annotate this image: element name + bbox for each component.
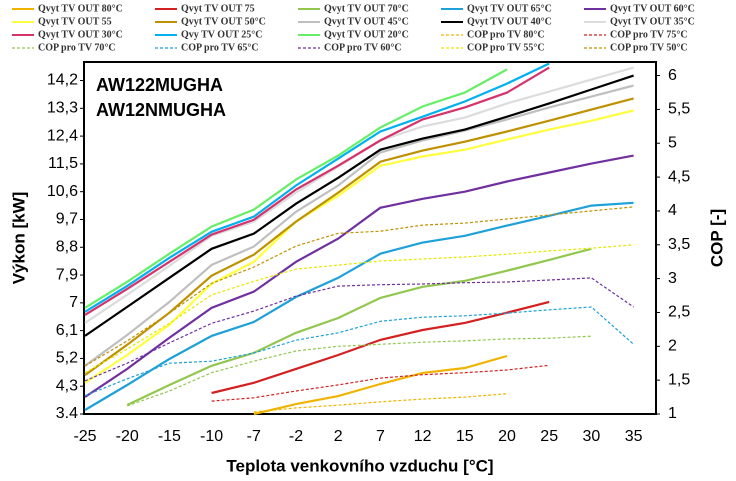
y-tick-label: 7 — [69, 294, 78, 311]
legend-label: COP pro TV 75°C — [610, 29, 688, 40]
legend-label: Qvyt TV OUT 50°C — [181, 16, 266, 27]
y-axis-label: Výkon [kW] — [9, 192, 28, 285]
legend-label: COP pro TV 80°C — [467, 29, 545, 40]
cop-line — [84, 306, 634, 397]
plot-frame — [83, 61, 657, 415]
cop-line — [253, 393, 508, 413]
x-tick-label: 7 — [376, 428, 385, 445]
y-tick-label: 3.4 — [56, 405, 78, 422]
y2-tick-label: 4,5 — [668, 168, 690, 185]
legend-label: Qvy TV OUT 25°C — [181, 29, 263, 40]
y2-tick-label: 2,5 — [668, 304, 690, 321]
y2-tick-label: 1,5 — [668, 371, 690, 388]
power-line — [211, 300, 550, 395]
legend-label: Qvyt TV OUT 60°C — [610, 3, 695, 14]
annotation: AW122MUGHA — [96, 75, 223, 95]
x-tick-label: 25 — [540, 428, 558, 445]
x-tick-label: 2 — [334, 428, 343, 445]
power-line — [84, 97, 634, 376]
y-tick-label: 12,4 — [47, 127, 78, 144]
x-tick-label: 12 — [414, 428, 432, 445]
y2-tick-label: 5,5 — [668, 101, 690, 118]
y2-tick-label: 3,5 — [668, 236, 690, 253]
y2-tick-label: 1 — [668, 405, 677, 422]
cop-line — [211, 364, 550, 402]
y-tick-label: 5,2 — [56, 350, 78, 367]
annotation: AW12NMUGHA — [96, 100, 226, 120]
legend-label: COP pro TV 55°C — [467, 42, 545, 53]
cop-line — [84, 206, 634, 367]
x-tick-label: -7 — [247, 428, 261, 445]
y-tick-label: 9,7 — [56, 211, 78, 228]
power-line — [84, 154, 634, 398]
y2-tick-label: 3 — [668, 270, 677, 287]
power-line — [126, 247, 592, 406]
x-tick-label: -20 — [116, 428, 139, 445]
x-tick-label: 15 — [456, 428, 474, 445]
legend-label: Qvyt TV OUT 80°C — [38, 3, 123, 14]
legend-label: Qvyt TV OUT 65°C — [467, 3, 552, 14]
legend-label: Qvyt TV OUT 55 — [38, 16, 112, 27]
y-tick-label: 7,9 — [56, 266, 78, 283]
power-line — [84, 84, 634, 367]
y-tick-label: 8,8 — [56, 238, 78, 255]
legend-label: Qvyt TV OUT 40°C — [467, 16, 552, 27]
power-line — [84, 109, 634, 384]
y-tick-label: 10,6 — [47, 183, 78, 200]
y-tick-label: 14,2 — [47, 72, 78, 89]
x-tick-label: 35 — [625, 428, 643, 445]
x-tick-label: -2 — [289, 428, 303, 445]
legend-label: COP pro TV 65°C — [181, 42, 259, 53]
power-line — [84, 62, 550, 313]
x-tick-label: 20 — [498, 428, 516, 445]
legend-label: Qvyt TV OUT 45°C — [324, 16, 409, 27]
x-axis-label: Teplota venkovního vzduchu [°C] — [226, 456, 493, 475]
legend-label: COP pro TV 50°C — [610, 42, 688, 53]
x-tick-label: -25 — [73, 428, 96, 445]
y2-tick-label: 6 — [668, 67, 677, 84]
y2-axis-label: COP [-] — [707, 209, 726, 267]
y-tick-label: 13,3 — [47, 100, 78, 117]
y2-tick-label: 5 — [668, 134, 677, 151]
legend-label: Qvyt TV OUT 35°C — [610, 16, 695, 27]
cop-line — [84, 244, 634, 374]
y2-tick-label: 2 — [668, 338, 677, 355]
power-line — [84, 74, 634, 337]
y-tick-label: 11,5 — [48, 155, 78, 172]
power-line — [84, 66, 550, 316]
x-tick-label: -15 — [158, 428, 181, 445]
power-line — [253, 354, 508, 416]
y-tick-label: 4,3 — [56, 377, 78, 394]
power-line — [84, 201, 634, 411]
legend-label: COP pro TV 70°C — [38, 42, 116, 53]
legend-label: Qvyt TV OUT 75 — [181, 3, 255, 14]
y2-tick-label: 4 — [668, 202, 677, 219]
legend-label: Qvyt TV OUT 70°C — [324, 3, 409, 14]
y-tick-label: 6,1 — [56, 322, 78, 339]
power-line — [84, 68, 508, 309]
legend-label: Qvyt TV OUT 20°C — [324, 29, 409, 40]
legend-label: Qvyt TV OUT 30°C — [38, 29, 123, 40]
x-tick-label: -10 — [200, 428, 223, 445]
legend-label: COP pro TV 60°C — [324, 42, 402, 53]
cop-line — [84, 277, 634, 382]
x-tick-label: 30 — [583, 428, 601, 445]
cop-line — [127, 335, 592, 407]
